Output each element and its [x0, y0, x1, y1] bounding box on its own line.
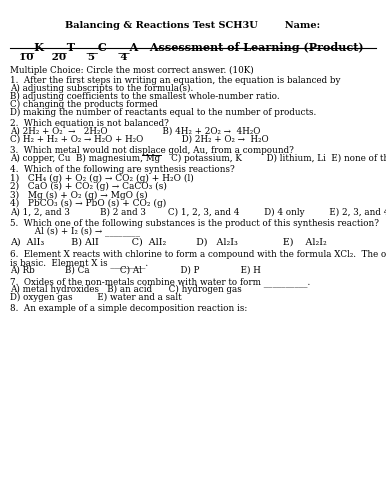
Text: D) oxygen gas         E) water and a salt: D) oxygen gas E) water and a salt: [10, 293, 182, 302]
Text: 7.  Oxides of the non-metals combine with water to form __________.: 7. Oxides of the non-metals combine with…: [10, 277, 311, 286]
Text: 8.  An example of a simple decomposition reaction is:: 8. An example of a simple decomposition …: [10, 304, 248, 313]
Text: B) adjusting coefficients to the smallest whole-number ratio.: B) adjusting coefficients to the smalles…: [10, 92, 280, 101]
Text: 6.  Element X reacts with chlorine to form a compound with the formula XCl₂.  Th: 6. Element X reacts with chlorine to for…: [10, 250, 386, 259]
Text: D) making the number of reactants equal to the number of products.: D) making the number of reactants equal …: [10, 108, 317, 117]
Text: C) H₂ + H₂ + O₂ → H₂O + H₂O              D) 2H₂ + O₂ →  H₂O: C) H₂ + H₂ + O₂ → H₂O + H₂O D) 2H₂ + O₂ …: [10, 135, 269, 144]
Text: Balancing & Reactions Test SCH3U        Name:: Balancing & Reactions Test SCH3U Name:: [66, 21, 320, 30]
Text: __K   __T   __C   __A   Assessment of Learning (Product): __K __T __C __A Assessment of Learning (…: [23, 41, 363, 53]
Text: A)  AlI₃         B) AlI           C)  AlI₂          D)   Al₂I₃               E) : A) AlI₃ B) AlI C) AlI₂ D) Al₂I₃ E): [10, 238, 327, 247]
Text: 1.  After the first steps in writing an equation, the equation is balanced by: 1. After the first steps in writing an e…: [10, 76, 341, 85]
Text: Al (s) + I₂ (s) → ________: Al (s) + I₂ (s) → ________: [10, 226, 141, 236]
Text: A) 2H₂ + O₂  →   2H₂O                    B) 4H₂ + 2O₂ →  4H₂O: A) 2H₂ + O₂ → 2H₂O B) 4H₂ + 2O₂ → 4H₂O: [10, 127, 261, 136]
Text: 3.  Which metal would not displace gold, Au, from a compound?: 3. Which metal would not displace gold, …: [10, 146, 294, 155]
Text: 1)   CH₄ (g) + O₂ (g) → CO₂ (g) + H₂O (l): 1) CH₄ (g) + O₂ (g) → CO₂ (g) + H₂O (l): [10, 174, 194, 182]
Text: A) Rb           B) Ca           C) Al              D) P               E) H: A) Rb B) Ca C) Al D) P E) H: [10, 266, 261, 275]
Text: A) 1, 2, and 3           B) 2 and 3        C) 1, 2, 3, and 4         D) 4 only  : A) 1, 2, and 3 B) 2 and 3 C) 1, 2, 3, an…: [10, 208, 386, 216]
Text: 2)   CaO (s) + CO₂ (g) → CaCO₃ (s): 2) CaO (s) + CO₂ (g) → CaCO₃ (s): [10, 182, 167, 191]
Text: 4.  Which of the following are synthesis reactions?: 4. Which of the following are synthesis …: [10, 165, 235, 174]
Text: 2.  Which equation is not balanced?: 2. Which equation is not balanced?: [10, 119, 169, 128]
Text: C) changing the products formed: C) changing the products formed: [10, 100, 158, 109]
Text: Multiple Choice: Circle the most correct answer. (10K): Multiple Choice: Circle the most correct…: [10, 66, 254, 75]
Text: 3)   Mg (s) + O₂ (g) → MgO (s): 3) Mg (s) + O₂ (g) → MgO (s): [10, 190, 148, 200]
Text: 10     20      5       4: 10 20 5 4: [19, 54, 128, 62]
Text: 5.  Which one of the following substances is the product of this synthesis react: 5. Which one of the following substances…: [10, 218, 379, 228]
Text: A) adjusting subscripts to the formula(s).: A) adjusting subscripts to the formula(s…: [10, 84, 194, 93]
Text: 4)   PbCO₃ (s) → PbO (s) + CO₂ (g): 4) PbCO₃ (s) → PbO (s) + CO₂ (g): [10, 199, 167, 208]
Text: A) copper, Cu  B) magnesium, Mg    C) potassium, K         D) lithium, Li  E) no: A) copper, Cu B) magnesium, Mg C) potass…: [10, 154, 386, 163]
Text: is basic.  Element X is ________.: is basic. Element X is ________.: [10, 258, 149, 268]
Text: A) metal hydroxides   B) an acid      C) hydrogen gas: A) metal hydroxides B) an acid C) hydrog…: [10, 285, 242, 294]
